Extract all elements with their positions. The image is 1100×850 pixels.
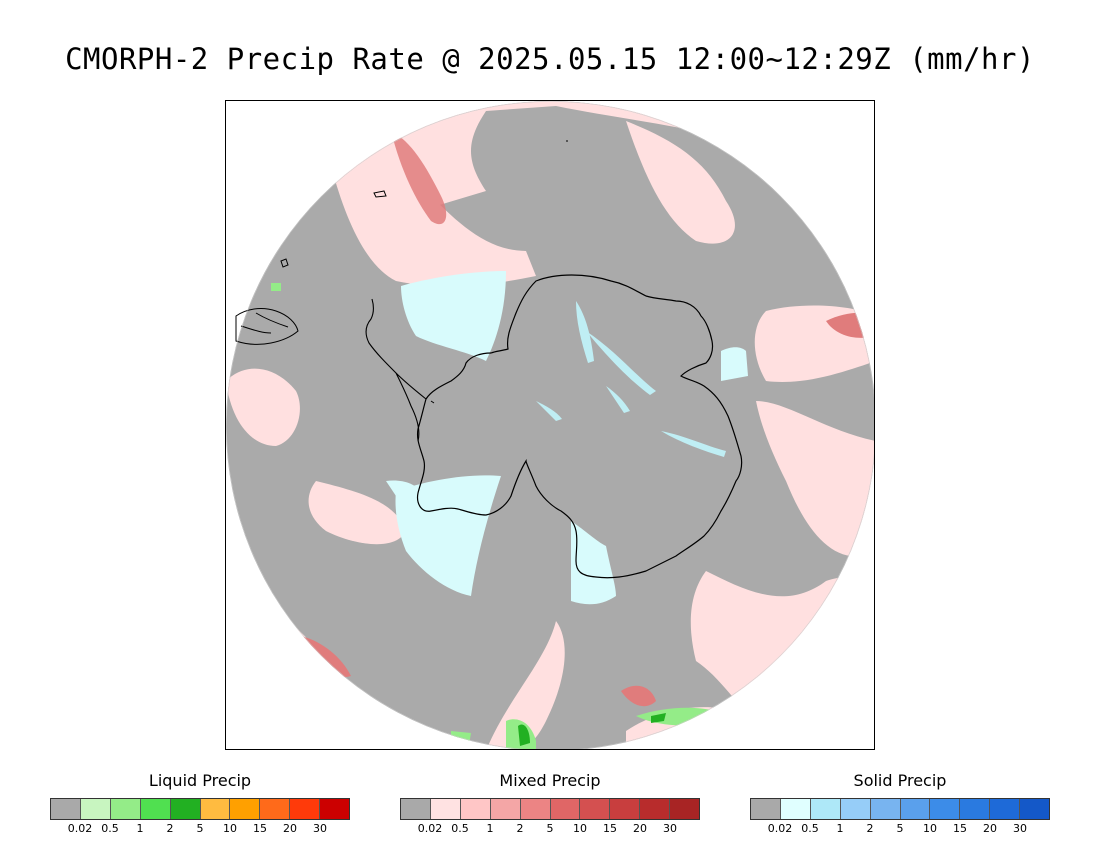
legend-swatch (751, 799, 781, 819)
legend-tick: 15 (603, 822, 617, 835)
legend-swatch (320, 799, 350, 819)
legend-swatch (1020, 799, 1050, 819)
legend-swatch (460, 799, 491, 819)
legend-mixed-swatches (400, 798, 700, 820)
legend-swatch (260, 799, 291, 819)
legend-swatch (670, 799, 700, 819)
map-title: CMORPH-2 Precip Rate @ 2025.05.15 12:00~… (65, 42, 1035, 76)
legend-tick: 0.02 (67, 822, 93, 835)
legend-swatch (900, 799, 931, 819)
legend-liquid-ticks: 0.02 0.5 1 2 5 10 15 20 30 (50, 822, 350, 836)
legend-solid-ticks: 0.02 0.5 1 2 5 10 15 20 30 (750, 822, 1050, 836)
legend-swatch (140, 799, 171, 819)
precip-map (226, 101, 874, 749)
legend-tick: 15 (953, 822, 967, 835)
legend-swatch (200, 799, 231, 819)
legend-liquid-swatches (50, 798, 350, 820)
legend-swatch (960, 799, 991, 819)
solid-precip-streaks (536, 301, 726, 457)
legend-swatch (51, 799, 81, 819)
legend-swatch (610, 799, 641, 819)
legend-mixed-title: Mixed Precip (499, 771, 601, 790)
legend-tick: 10 (573, 822, 587, 835)
legend-tick: 0.5 (101, 822, 119, 835)
legend-tick: 15 (253, 822, 267, 835)
legend-swatch (430, 799, 461, 819)
legend-swatch (870, 799, 901, 819)
legend-swatch (230, 799, 261, 819)
legend-mixed-ticks: 0.02 0.5 1 2 5 10 15 20 30 (400, 822, 700, 836)
south-america-coastline (235, 308, 299, 345)
legend-liquid-title: Liquid Precip (148, 771, 252, 790)
legend-tick: 1 (136, 822, 144, 835)
legend-tick: 30 (663, 822, 677, 835)
legend-swatch (580, 799, 611, 819)
legend-mixed: Mixed Precip 0.02 0.5 1 2 5 10 15 20 30 (400, 770, 700, 836)
legend-tick: 2 (516, 822, 524, 835)
legend-tick: 30 (1013, 822, 1027, 835)
legend-swatch (110, 799, 141, 819)
legend-swatch (290, 799, 321, 819)
legend-tick: 20 (633, 822, 647, 835)
legend-swatch (990, 799, 1021, 819)
island-outlines (280, 140, 568, 404)
legend-swatch (780, 799, 811, 819)
legend-swatch (810, 799, 841, 819)
legend-tick: 0.02 (767, 822, 793, 835)
legend-swatch (170, 799, 201, 819)
antarctica-coastline (416, 274, 743, 579)
legend-swatch (520, 799, 551, 819)
legend-swatch (930, 799, 961, 819)
legend-tick: 20 (983, 822, 997, 835)
solid-precip-light-areas (386, 271, 748, 605)
legend-tick: 20 (283, 822, 297, 835)
legend-tick: 10 (923, 822, 937, 835)
legend-tick: 5 (546, 822, 554, 835)
legend-swatch (490, 799, 521, 819)
legend-tick: 30 (313, 822, 327, 835)
legend-tick: 5 (896, 822, 904, 835)
legend-tick: 2 (166, 822, 174, 835)
legend-tick: 2 (866, 822, 874, 835)
legend-tick: 1 (836, 822, 844, 835)
antarctic-peninsula-coastline (365, 298, 427, 442)
map-frame (225, 100, 875, 750)
legend-swatch (80, 799, 111, 819)
globe-edge (226, 101, 874, 749)
liquid-precip-heavy-areas (518, 713, 666, 746)
legend-tick: 0.02 (417, 822, 443, 835)
legend-liquid: Liquid Precip 0.02 0.5 1 2 5 10 15 20 30 (50, 770, 350, 836)
legend-tick: 1 (486, 822, 494, 835)
legend-solid-title: Solid Precip (853, 771, 947, 790)
legend-swatch (401, 799, 431, 819)
legend-solid: Solid Precip 0.02 0.5 1 2 5 10 15 20 30 (750, 770, 1050, 836)
legend-tick: 0.5 (451, 822, 469, 835)
legend-swatch (840, 799, 871, 819)
legend-solid-swatches (750, 798, 1050, 820)
legend-swatch (550, 799, 581, 819)
legend-tick: 5 (196, 822, 204, 835)
legend-swatch (640, 799, 671, 819)
legend-tick: 0.5 (801, 822, 819, 835)
legend-tick: 10 (223, 822, 237, 835)
